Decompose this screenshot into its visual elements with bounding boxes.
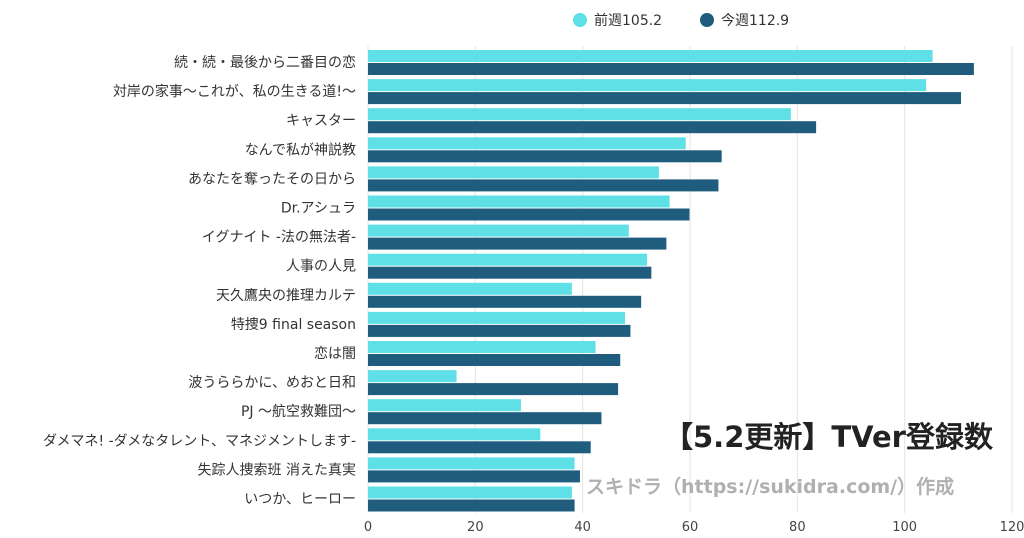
legend-marker <box>573 13 587 27</box>
bar-this-week <box>368 412 602 425</box>
bar-this-week <box>368 63 974 75</box>
bar-prev-week <box>368 486 572 499</box>
bar-prev-week <box>368 224 629 237</box>
bar-this-week <box>368 237 667 250</box>
category-label: 波うららかに、めおと日和 <box>188 375 356 391</box>
bar-prev-week <box>368 457 575 470</box>
bar-prev-week <box>368 108 791 121</box>
bar-this-week <box>368 295 642 308</box>
bar-this-week <box>368 354 621 366</box>
legend: 前週105.2 今週112.9 <box>573 12 789 29</box>
bar-this-week <box>368 499 575 512</box>
category-label: 恋は闇 <box>314 345 356 362</box>
category-label: なんで私が神説教 <box>245 142 356 158</box>
bar-prev-week <box>368 79 927 92</box>
bar-this-week <box>368 266 652 279</box>
bar-this-week <box>368 324 631 337</box>
bar-prev-week <box>368 428 541 441</box>
x-tick-labels: 0 20 40 60 80 100 120 <box>364 520 1024 535</box>
x-tick-label: 0 <box>364 520 372 535</box>
category-label: あなたを奪ったその日から <box>188 170 356 187</box>
category-label: 失踪人捜索班 消えた真実 <box>198 461 356 478</box>
bar-prev-week <box>368 399 521 412</box>
bar-this-week <box>368 150 722 163</box>
bar-this-week <box>368 441 591 454</box>
category-label: 天久鷹央の推理カルテ <box>216 288 356 304</box>
bar-this-week <box>368 179 719 192</box>
legend-marker <box>700 13 714 27</box>
x-tick-label: 40 <box>574 520 591 535</box>
bar-this-week <box>368 383 619 396</box>
legend-label: 前週105.2 <box>594 12 662 29</box>
category-label: 人事の人見 <box>286 259 356 275</box>
x-tick-label: 100 <box>892 520 917 535</box>
chart-title: 【5.2更新】TVer登録数 <box>664 420 993 454</box>
bar-prev-week <box>368 311 626 324</box>
bar-this-week <box>368 92 962 105</box>
bar-prev-week <box>368 253 648 266</box>
bar-prev-week <box>368 50 933 62</box>
category-label: 続・続・最後から二番目の恋 <box>174 54 356 71</box>
bar-prev-week <box>368 166 659 179</box>
bar-prev-week <box>368 137 686 150</box>
x-tick-label: 60 <box>682 520 699 535</box>
category-label: ダメマネ! -ダメなタレント、マネジメントします- <box>43 433 356 449</box>
chart-credit: スキドラ（https://sukidra.com/）作成 <box>586 476 955 498</box>
category-label: 特捜9 final season <box>231 317 356 333</box>
x-tick-label: 20 <box>467 520 484 535</box>
category-label: キャスター <box>286 113 356 129</box>
bar-prev-week <box>368 282 572 295</box>
bar-prev-week <box>368 370 457 383</box>
x-tick-label: 120 <box>1000 520 1024 535</box>
category-label: イグナイト -法の無法者- <box>202 230 356 246</box>
legend-label: 今週112.9 <box>721 13 789 29</box>
category-label: 対岸の家事〜これが、私の生きる道!〜 <box>113 83 356 100</box>
bar-prev-week <box>368 195 670 208</box>
category-label: Dr.アシュラ <box>281 201 356 217</box>
bars <box>368 50 974 512</box>
bar-this-week <box>368 121 817 134</box>
x-tick-label: 80 <box>789 520 806 535</box>
category-label: いつか、ヒーロー <box>244 492 356 508</box>
bar-this-week <box>368 470 580 483</box>
bar-this-week <box>368 208 690 221</box>
category-labels: 続・続・最後から二番目の恋対岸の家事〜これが、私の生きる道!〜キャスターなんで私… <box>43 54 356 508</box>
category-label: PJ 〜航空救難団〜 <box>241 404 356 420</box>
bar-prev-week <box>368 341 596 353</box>
